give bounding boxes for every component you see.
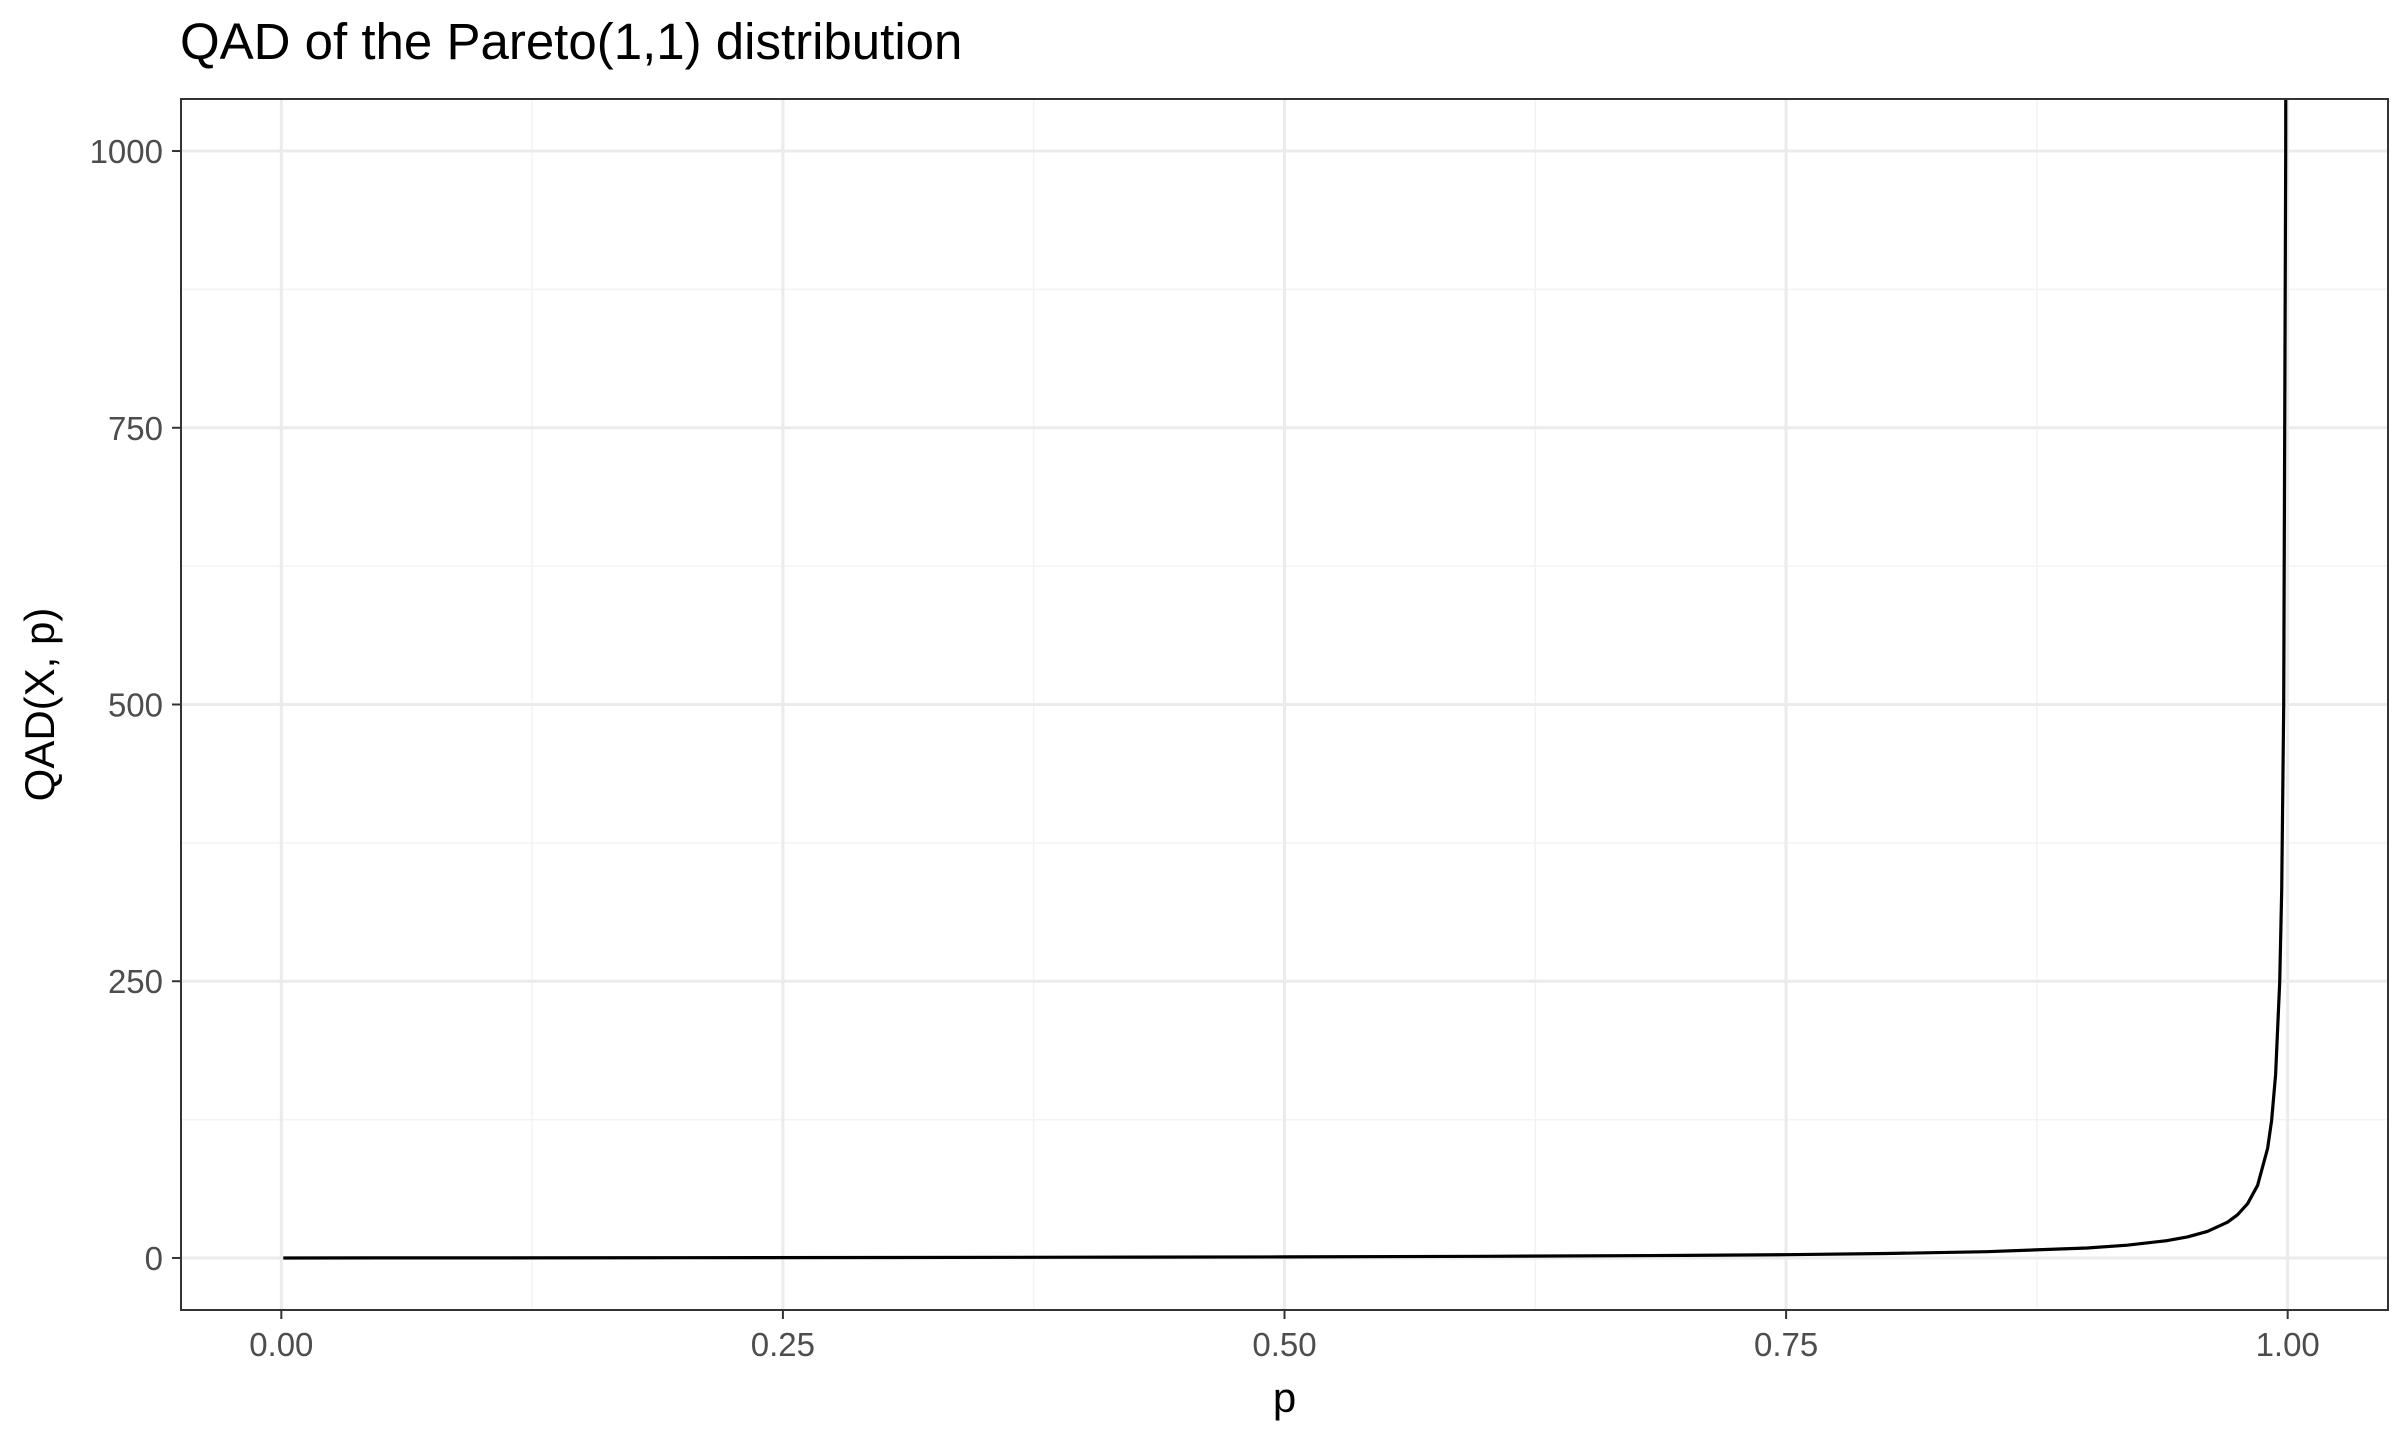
y-tick-label: 500 bbox=[108, 687, 163, 724]
x-tick-label: 1.00 bbox=[2256, 1326, 2320, 1363]
y-tick-label: 250 bbox=[108, 963, 163, 1000]
y-tick-label: 0 bbox=[145, 1240, 163, 1277]
x-axis-title: p bbox=[1273, 1374, 1296, 1421]
x-tick-label: 0.75 bbox=[1754, 1326, 1818, 1363]
y-axis-title: QAD(X, p) bbox=[16, 608, 63, 802]
qad-line bbox=[283, 99, 2288, 1260]
axis-ticks: 0.00 0.25 0.50 0.75 1.00 0 250 500 750 1000 bbox=[90, 133, 2320, 1363]
x-tick-label: 0.25 bbox=[751, 1326, 815, 1363]
y-tick-label: 1000 bbox=[90, 133, 163, 170]
x-tick-label: 0.00 bbox=[249, 1326, 313, 1363]
chart-title: QAD of the Pareto(1,1) distribution bbox=[180, 13, 962, 70]
x-tick-label: 0.50 bbox=[1252, 1326, 1316, 1363]
series-layer bbox=[283, 99, 2288, 1260]
y-tick-label: 750 bbox=[108, 410, 163, 447]
